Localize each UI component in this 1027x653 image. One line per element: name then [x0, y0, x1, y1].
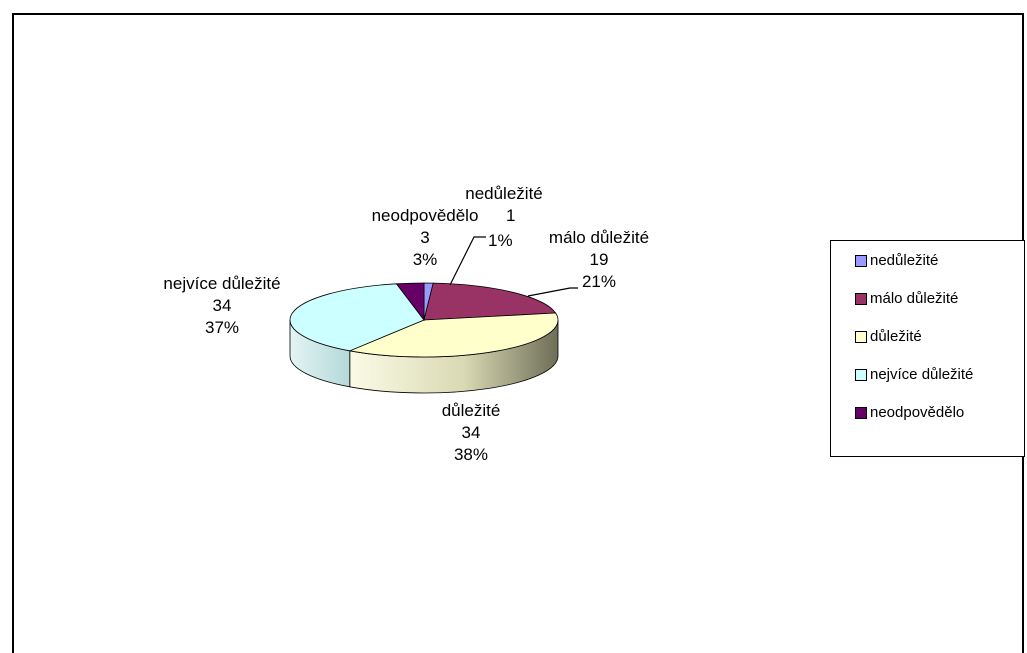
legend-swatch: [855, 293, 867, 305]
data-label-malo-dulezite: málo důležité 19 21%: [548, 228, 650, 291]
legend-swatch: [855, 407, 867, 419]
data-label-nedulezite: nedůležité: [465, 184, 543, 203]
legend-item-dulezite: důležité: [855, 327, 922, 347]
data-label-nejvice-dulezite: nejvíce důležité 34 37%: [163, 274, 281, 337]
pie-slice-nejvice-dulezite: [289, 283, 425, 352]
leader-line-nedulezite: [449, 236, 486, 286]
legend-item-neodpovedelo: neodpovědělo: [855, 403, 964, 423]
legend-item-nedulezite: nedůležité: [855, 251, 938, 271]
legend-swatch: [855, 369, 867, 381]
legend-item-malo-dulezite: málo důležité: [855, 289, 958, 309]
data-label-nedulezite-percent: 1%: [488, 231, 513, 250]
leader-line-malo-dulezite: [527, 287, 578, 297]
data-label-nedulezite-value: 1: [506, 206, 516, 225]
legend-item-nejvice-dulezite: nejvíce důležité: [855, 365, 973, 385]
pie-slice-neodpovedelo: [395, 282, 425, 322]
pie-slice-dulezite: [348, 312, 559, 358]
legend-swatch: [855, 255, 867, 267]
legend-swatch: [855, 331, 867, 343]
data-label-neodpovedelo: neodpovědělo 3 3%: [371, 206, 479, 269]
chart-legend: nedůležité málo důležité důležité nejvíc…: [830, 240, 1025, 457]
data-label-dulezite: důležité 34 38%: [441, 401, 501, 464]
